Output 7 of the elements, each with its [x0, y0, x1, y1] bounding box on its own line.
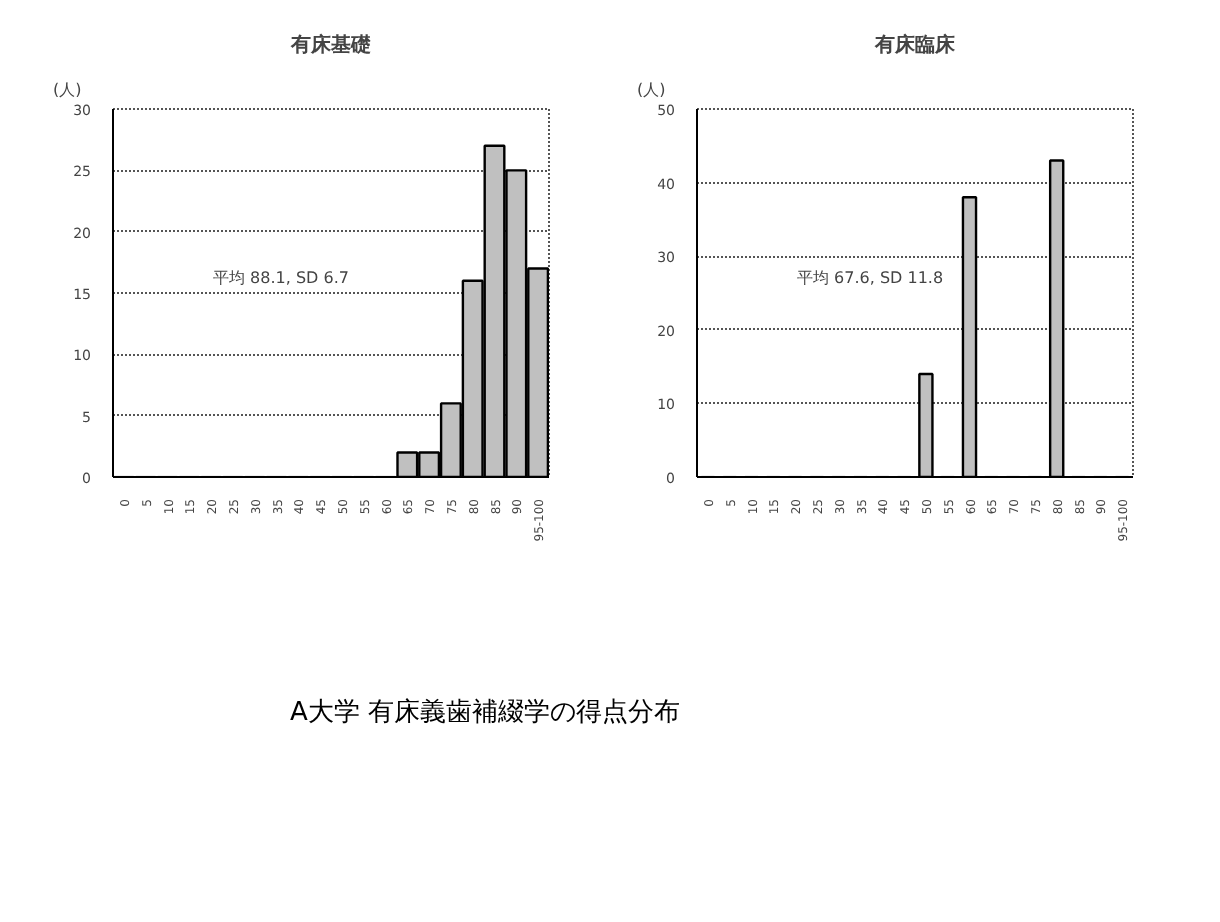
text: A大学 有床義歯補綴学の得点分布 [290, 696, 681, 732]
y-axis-title: (人) [53, 81, 82, 99]
chart-title: 有床基礎 [289, 33, 371, 57]
chart-title: 有床臨床 [873, 33, 957, 57]
annotation: 平均 88.1, SD 6.7 [213, 269, 349, 287]
y-axis-title: (人) [637, 81, 666, 99]
annotation: 平均 67.6, SD 11.8 [797, 269, 944, 287]
